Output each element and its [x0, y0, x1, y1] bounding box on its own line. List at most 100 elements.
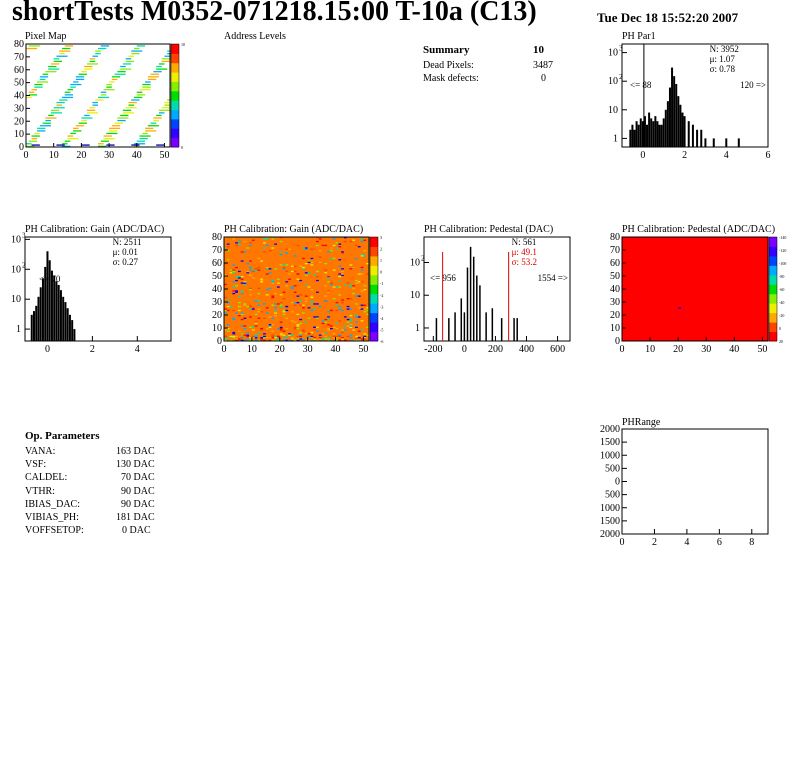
gain-cell — [293, 270, 297, 273]
gain-cell — [296, 335, 300, 338]
gain-cell — [271, 238, 275, 240]
gain-cell — [293, 302, 297, 304]
gain-cell — [257, 266, 261, 269]
gain-cell — [327, 316, 330, 318]
gain-cell — [296, 328, 300, 330]
y-tick-label: 70 — [610, 245, 620, 256]
pixel-cell — [147, 76, 159, 78]
gain-cell — [263, 238, 266, 240]
pedestal-map-palette-label: -60 — [779, 287, 784, 292]
gain-map-palette-label: -6 — [380, 339, 383, 344]
gain-cell — [304, 272, 308, 274]
gain-cell — [243, 328, 247, 330]
ph-par1-bar — [641, 121, 644, 147]
gain-cell — [232, 281, 236, 283]
pixel-cell — [95, 53, 101, 55]
gain-cell — [338, 294, 342, 296]
gain-cell — [343, 325, 347, 327]
gain-cell — [338, 320, 342, 322]
gain-cell — [254, 322, 258, 325]
pixel-cell — [39, 78, 46, 81]
gain-cell — [279, 237, 283, 239]
gain-cell — [327, 311, 330, 313]
gain-cell — [276, 328, 280, 330]
gain-cell — [327, 337, 330, 339]
gain-cell — [240, 313, 244, 315]
gain-cell — [274, 337, 277, 339]
pedestal-map-palette-label: -20 — [779, 313, 784, 318]
gain-cell — [263, 247, 266, 249]
ph-par1-bar — [660, 124, 663, 147]
gain-cell — [235, 335, 238, 338]
gain-cell — [316, 291, 319, 293]
pixel-cell — [73, 127, 79, 129]
pedestal-map-palette-bin — [769, 246, 777, 257]
x-tick-label: 0 — [620, 537, 625, 548]
gain-cell — [346, 321, 350, 323]
gain-cell — [332, 269, 336, 271]
pixel-cell — [100, 91, 107, 93]
pixel-cell — [120, 68, 132, 70]
gain-cell — [226, 309, 230, 312]
gain-cell — [268, 324, 272, 326]
gain-cell — [237, 315, 241, 317]
gain-cell — [263, 251, 266, 253]
gain-cell — [357, 330, 361, 332]
y-tick-label: 2000 — [600, 529, 620, 540]
gain-cell — [240, 292, 244, 295]
gain-cell — [226, 246, 230, 248]
gain-cell — [265, 244, 269, 247]
gain-cell — [332, 337, 336, 339]
gain-cell — [310, 261, 314, 263]
gain-cell — [226, 299, 230, 301]
pixel-cell — [31, 135, 40, 137]
gain-hist-bar — [64, 302, 67, 341]
gain-cell — [304, 300, 308, 302]
op-param-value: 90 DAC — [121, 486, 155, 497]
gain-cell — [265, 237, 269, 239]
gain-cell — [226, 302, 230, 304]
gain-cell — [332, 333, 336, 335]
gain-cell — [282, 313, 286, 315]
pixel-cell — [67, 137, 79, 140]
gain-cell — [260, 328, 264, 330]
pedestal-hist-stat-mean: μ: 49.1 — [512, 247, 537, 257]
gain-map-palette-bin — [370, 331, 378, 342]
gain-cell — [355, 316, 358, 318]
gain-cell — [237, 270, 241, 273]
summary-dead-label: Dead Pixels: — [423, 60, 474, 71]
gain-cell — [302, 338, 305, 340]
gain-cell — [341, 270, 344, 273]
gain-cell — [243, 303, 247, 305]
pixel-map-palette-bin — [171, 118, 179, 129]
gain-cell — [265, 289, 269, 291]
pixel-cell — [158, 63, 165, 65]
gain-cell — [279, 251, 283, 253]
gain-cell — [357, 273, 361, 275]
gain-cell — [349, 318, 353, 321]
gain-cell — [302, 268, 305, 270]
gain-cell — [235, 279, 238, 282]
gain-cell — [290, 286, 294, 288]
gain-hist-bar — [41, 278, 44, 341]
gain-cell — [360, 281, 364, 283]
pixel-cell — [156, 144, 165, 146]
pixel-cell — [142, 132, 148, 135]
x-tick-label: 8 — [749, 537, 754, 548]
pixel-map-palette-bin — [171, 90, 179, 101]
gain-cell — [274, 335, 277, 338]
gain-cell — [282, 291, 286, 293]
gain-cell — [357, 339, 361, 341]
gain-cell — [316, 339, 319, 341]
gain-cell — [263, 337, 266, 339]
gain-cell — [257, 317, 261, 319]
pixel-cell — [122, 63, 132, 65]
pixel-map-palette-bin — [171, 137, 179, 148]
gain-cell — [282, 298, 286, 300]
gain-cell — [249, 274, 252, 276]
pedestal-hist-bar — [448, 318, 450, 341]
gain-cell — [338, 265, 342, 267]
gain-cell — [232, 270, 236, 273]
pixel-cell — [39, 76, 49, 78]
gain-cell — [246, 338, 250, 340]
